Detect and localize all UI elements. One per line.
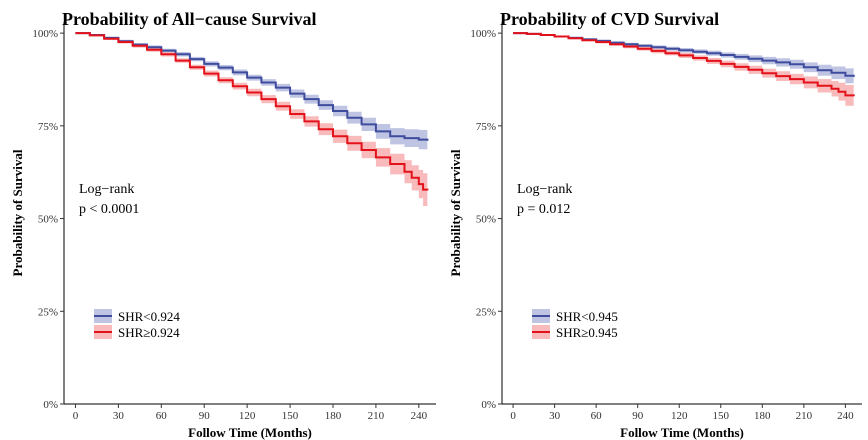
y-tick-label: 100% (32, 28, 58, 40)
x-tick-label: 60 (591, 410, 603, 422)
x-tick-label: 90 (199, 410, 211, 422)
x-tick-label: 210 (368, 410, 385, 422)
legend-label-1: SHR≥0.924 (118, 325, 180, 340)
chart-title: Probability of CVD Survival (500, 9, 719, 29)
cvd-survival-panel: Probability of CVD Survival 0% 25% 50% 75% 10… (448, 9, 862, 440)
y-tick-label: 25% (38, 306, 58, 318)
x-tick-label: 150 (713, 410, 730, 422)
x-tick-label: 90 (632, 410, 644, 422)
logrank-annotation-line-0: Log−rank (79, 182, 134, 197)
all-cause-survival-panel: Probability of All−cause Survival 0% 25% 50… (10, 9, 436, 440)
y-tick-label: 75% (38, 121, 58, 133)
x-tick-label: 120 (239, 410, 256, 422)
y-axis-title: Probability of Survival (448, 149, 463, 276)
logrank-annotation-line-1: p < 0.0001 (79, 202, 139, 217)
x-tick-label: 120 (671, 410, 688, 422)
survival-line-series-1 (513, 32, 855, 97)
x-tick-label: 180 (754, 410, 771, 422)
legend-label-0: SHR<0.924 (118, 309, 180, 324)
x-tick-label: 180 (325, 410, 342, 422)
y-tick-label: 75% (476, 121, 496, 133)
ci-band-series-1 (513, 33, 854, 108)
x-tick-label: 0 (73, 410, 79, 422)
x-tick-label: 30 (113, 410, 125, 422)
x-tick-label: 240 (411, 410, 428, 422)
y-tick-label: 0% (481, 399, 496, 411)
chart-title: Probability of All−cause Survival (62, 9, 316, 29)
logrank-annotation-line-1: p = 0.012 (517, 202, 570, 217)
logrank-annotation-line-0: Log−rank (517, 182, 572, 197)
x-tick-label: 240 (837, 410, 854, 422)
x-tick-label: 210 (796, 410, 813, 422)
y-tick-label: 50% (476, 214, 496, 226)
survival-line-series-1 (75, 32, 429, 191)
ci-band-series-0 (513, 33, 854, 85)
x-tick-label: 0 (510, 410, 516, 422)
y-tick-label: 0% (43, 399, 58, 411)
survival-line-series-0 (75, 32, 429, 141)
legend-label-1: SHR≥0.945 (556, 325, 618, 340)
ci-band-series-0 (75, 33, 428, 152)
x-tick-label: 150 (282, 410, 299, 422)
x-axis-title: Follow Time (Months) (620, 425, 744, 440)
x-tick-label: 30 (549, 410, 561, 422)
y-tick-label: 50% (38, 214, 58, 226)
y-axis-title: Probability of Survival (10, 149, 25, 276)
y-tick-label: 100% (470, 28, 496, 40)
legend-label-0: SHR<0.945 (556, 309, 618, 324)
x-axis-title: Follow Time (Months) (188, 425, 312, 440)
y-tick-label: 25% (476, 306, 496, 318)
x-tick-label: 60 (156, 410, 168, 422)
